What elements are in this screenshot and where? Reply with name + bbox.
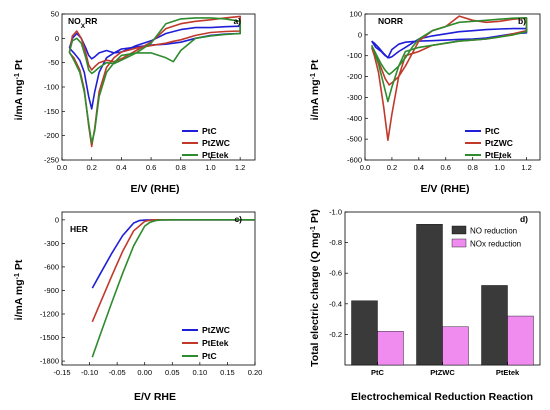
panel-label: NORR — [378, 16, 403, 26]
x-tick-label: 0.8 — [467, 163, 477, 172]
y-axis-label: i/mA mg-1 Pt — [13, 59, 25, 120]
bar-NO-reduction — [351, 300, 378, 366]
x-tick-label: 1.0 — [205, 163, 215, 172]
y-tick-label: -50 — [48, 58, 59, 67]
bar-NO-reduction — [416, 224, 443, 366]
legend-swatch — [451, 238, 467, 248]
bar-NOx-reduction — [507, 315, 534, 366]
x-tick-label: 0.20 — [248, 368, 263, 377]
panel-letter: d) — [520, 214, 528, 224]
y-tick-label: -0.2 — [329, 330, 342, 339]
x-tick-label: 0.10 — [193, 368, 208, 377]
series-line-PtEtek — [91, 219, 255, 323]
x-tick-label: 0.8 — [176, 163, 186, 172]
x-tick-label: 1.2 — [235, 163, 245, 172]
y-tick-label: -1800 — [40, 357, 59, 366]
x-axis-label: E/V (RHE) — [130, 183, 179, 195]
x-tick-label: PtZWC — [430, 368, 455, 377]
y-tick-label: 0 — [358, 30, 362, 39]
x-tick-label: PtEtek — [496, 368, 520, 377]
panel-c: -0.15 -0.10 -0.05 0.00 0.05 0.10 0.15 0.20 0 -300… — [13, 211, 263, 403]
y-tick-label: -600 — [44, 262, 59, 271]
y-tick-label: 100 — [349, 10, 362, 19]
y-tick-label: -1200 — [40, 310, 59, 319]
y-tick-label: 0 — [55, 215, 59, 224]
series-line-PtEtek — [68, 17, 241, 144]
panel-d: -1.0 -0.8 -0.6 -0.4 -0.2 PtC PtZWC PtEtek NO red… — [309, 208, 541, 403]
panel-letter: c) — [234, 214, 242, 224]
legend-label: PtC — [485, 126, 500, 136]
x-tick-label: -0.05 — [109, 368, 126, 377]
y-tick-label: -600 — [347, 156, 362, 165]
y-tick-label: -0.8 — [329, 238, 342, 247]
panel-letter: a) — [233, 16, 241, 26]
bar-NOx-reduction — [377, 331, 404, 366]
legend-label: PtZWC — [202, 138, 230, 148]
y-tick-label: -500 — [347, 135, 362, 144]
legend-label: PtEtek — [485, 150, 512, 160]
plot-frame — [61, 211, 256, 366]
x-tick-label: 0.2 — [387, 163, 397, 172]
plot-frame — [364, 13, 541, 161]
x-axis-label: E/V (RHE) — [420, 183, 469, 195]
legend-label: PtEtek — [202, 338, 229, 348]
y-tick-label: -0.4 — [329, 299, 342, 308]
x-tick-label: 0.00 — [137, 368, 152, 377]
x-axis-label: E/V RHE — [134, 391, 176, 403]
x-axis-label: Electrochemical Reduction Reaction — [351, 391, 533, 403]
y-tick-label: -1.0 — [329, 208, 342, 217]
legend-label: NOx reduction — [470, 240, 521, 249]
y-tick-label: -150 — [44, 107, 59, 116]
y-tick-label: -200 — [347, 72, 362, 81]
x-tick-label: 1.2 — [521, 163, 531, 172]
series-line-PtEtek — [370, 17, 528, 103]
bar-NOx-reduction — [442, 326, 469, 366]
legend-label: PtZWC — [485, 138, 513, 148]
legend-label: PtZWC — [202, 325, 230, 335]
x-tick-label: -0.10 — [81, 368, 98, 377]
y-axis-label: Total electric charge (Q mg-1 Pt) — [309, 209, 321, 367]
x-tick-label: 0.0 — [57, 163, 67, 172]
x-tick-label: 0.4 — [116, 163, 126, 172]
x-tick-label: 0.6 — [441, 163, 451, 172]
x-tick-label: PtC — [371, 368, 385, 377]
series-line-PtC — [91, 219, 255, 358]
x-tick-label: -0.15 — [53, 368, 70, 377]
y-tick-label: 50 — [51, 10, 59, 19]
panel-label: NOXRR — [68, 16, 97, 30]
x-tick-label: 0.2 — [86, 163, 96, 172]
legend-label: NO reduction — [470, 227, 517, 236]
y-tick-label: -400 — [347, 114, 362, 123]
panel-b: 0.0 0.2 0.4 0.6 0.8 1.0 1.2 100 0 -100 -200 -300 -40… — [309, 10, 541, 195]
bar-NO-reduction — [481, 285, 508, 366]
panel-letter: b) — [518, 16, 526, 26]
legend-label: PtC — [202, 126, 217, 136]
legend-label: PtEtek — [202, 150, 229, 160]
y-tick-label: -100 — [44, 83, 59, 92]
x-tick-label: 0.0 — [360, 163, 370, 172]
y-tick-label: -100 — [347, 51, 362, 60]
panel-label: HER — [70, 224, 88, 234]
y-tick-label: -200 — [44, 131, 59, 140]
y-axis-label: i/mA mg-1 Pt — [13, 259, 25, 320]
y-tick-label: -250 — [44, 156, 59, 165]
y-axis-label: i/mA mg-1 Pt — [309, 59, 321, 120]
x-tick-label: 0.15 — [220, 368, 235, 377]
y-tick-label: -0.6 — [329, 269, 342, 278]
y-tick-label: -1500 — [40, 333, 59, 342]
y-tick-label: 0 — [55, 34, 59, 43]
y-tick-label: -300 — [347, 93, 362, 102]
x-tick-label: 0.6 — [146, 163, 156, 172]
series-line-PtZWC — [91, 219, 255, 289]
x-tick-label: 1.0 — [494, 163, 504, 172]
panel-a: 0.0 0.2 0.4 0.6 0.8 1.0 1.2 50 0 -50 -100 -150 -200 -… — [13, 10, 256, 195]
legend-label: PtC — [202, 351, 217, 361]
x-tick-label: 0.4 — [414, 163, 424, 172]
x-tick-label: 0.05 — [165, 368, 180, 377]
legend-swatch — [451, 225, 467, 235]
y-tick-label: -900 — [44, 286, 59, 295]
y-tick-label: -300 — [44, 239, 59, 248]
